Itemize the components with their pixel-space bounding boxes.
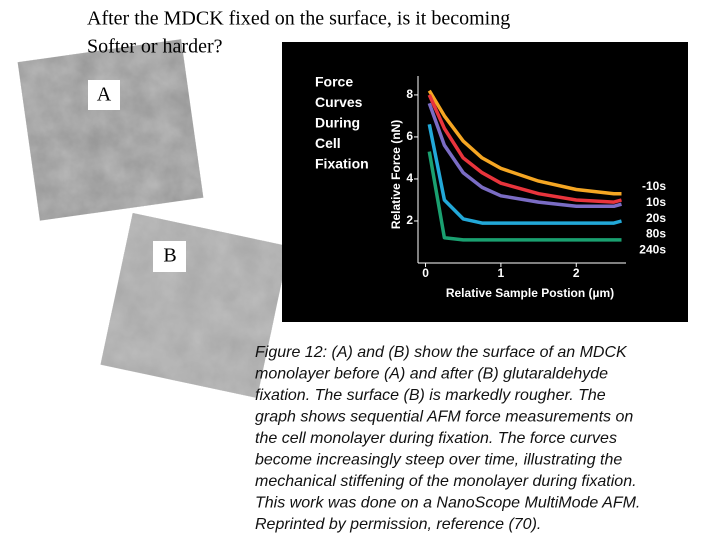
caption-line: monolayer before (A) and after (B) gluta… <box>255 366 608 383</box>
caption-line: mechanical stiffening of the monolayer d… <box>255 473 637 490</box>
y-tick-label: 6 <box>406 129 413 143</box>
y-tick-label: 8 <box>406 87 413 101</box>
legend-label: 20s <box>646 211 666 225</box>
chart-title: Cell <box>315 135 341 151</box>
caption-line: This work was done on a NanoScope MultiM… <box>255 495 640 512</box>
chart-background <box>282 42 688 322</box>
series-line <box>427 94 622 204</box>
x-tick-label: 2 <box>573 266 580 280</box>
caption-line: Figure 12: (A) and (B) show the surface … <box>255 344 628 361</box>
legend-label: 80s <box>646 227 666 241</box>
chart-title: Curves <box>315 94 363 110</box>
label-box <box>153 241 186 272</box>
caption: Figure 12: (A) and (B) show the surface … <box>255 344 640 533</box>
title-line: Softer or harder? <box>87 36 223 58</box>
y-tick-label: 4 <box>406 171 413 185</box>
x-axis-label: Relative Sample Postion (µm) <box>446 286 614 300</box>
legend-label: -10s <box>642 179 666 193</box>
caption-line: Reprinted by permission, reference (70). <box>255 516 541 533</box>
image-label: A <box>97 84 112 106</box>
caption-line: the cell monolayer during fixation. The … <box>255 430 617 447</box>
chart: Force Curves During Cell Fixation Relative Fo… <box>315 74 666 300</box>
title-line: After the MDCK fixed on the surface, is … <box>87 8 510 30</box>
series-line <box>427 89 622 196</box>
caption-line: graph shows sequential AFM force measure… <box>255 409 633 426</box>
legend-label: 240s <box>639 242 666 256</box>
caption-line: become increasingly steep over time, ill… <box>255 452 622 469</box>
image-label: B <box>163 245 176 267</box>
x-tick-label: 1 <box>498 266 505 280</box>
chart-title: Force <box>315 74 353 90</box>
label-box <box>88 80 120 110</box>
chart-title: During <box>315 115 360 131</box>
series-line <box>427 102 622 209</box>
slide-title: After the MDCK fixed on the surface, is … <box>87 8 510 58</box>
y-tick-label: 2 <box>406 213 413 227</box>
image-a <box>17 39 204 221</box>
y-axis-label: Relative Force (nN) <box>389 120 403 229</box>
chart-title: Fixation <box>315 156 369 172</box>
series-line <box>427 123 622 225</box>
caption-line: fixation. The surface (B) is markedly ro… <box>255 387 606 404</box>
series-line <box>427 151 622 242</box>
legend-label: 10s <box>646 195 666 209</box>
x-tick-label: 0 <box>422 266 429 280</box>
image-b <box>100 213 290 398</box>
